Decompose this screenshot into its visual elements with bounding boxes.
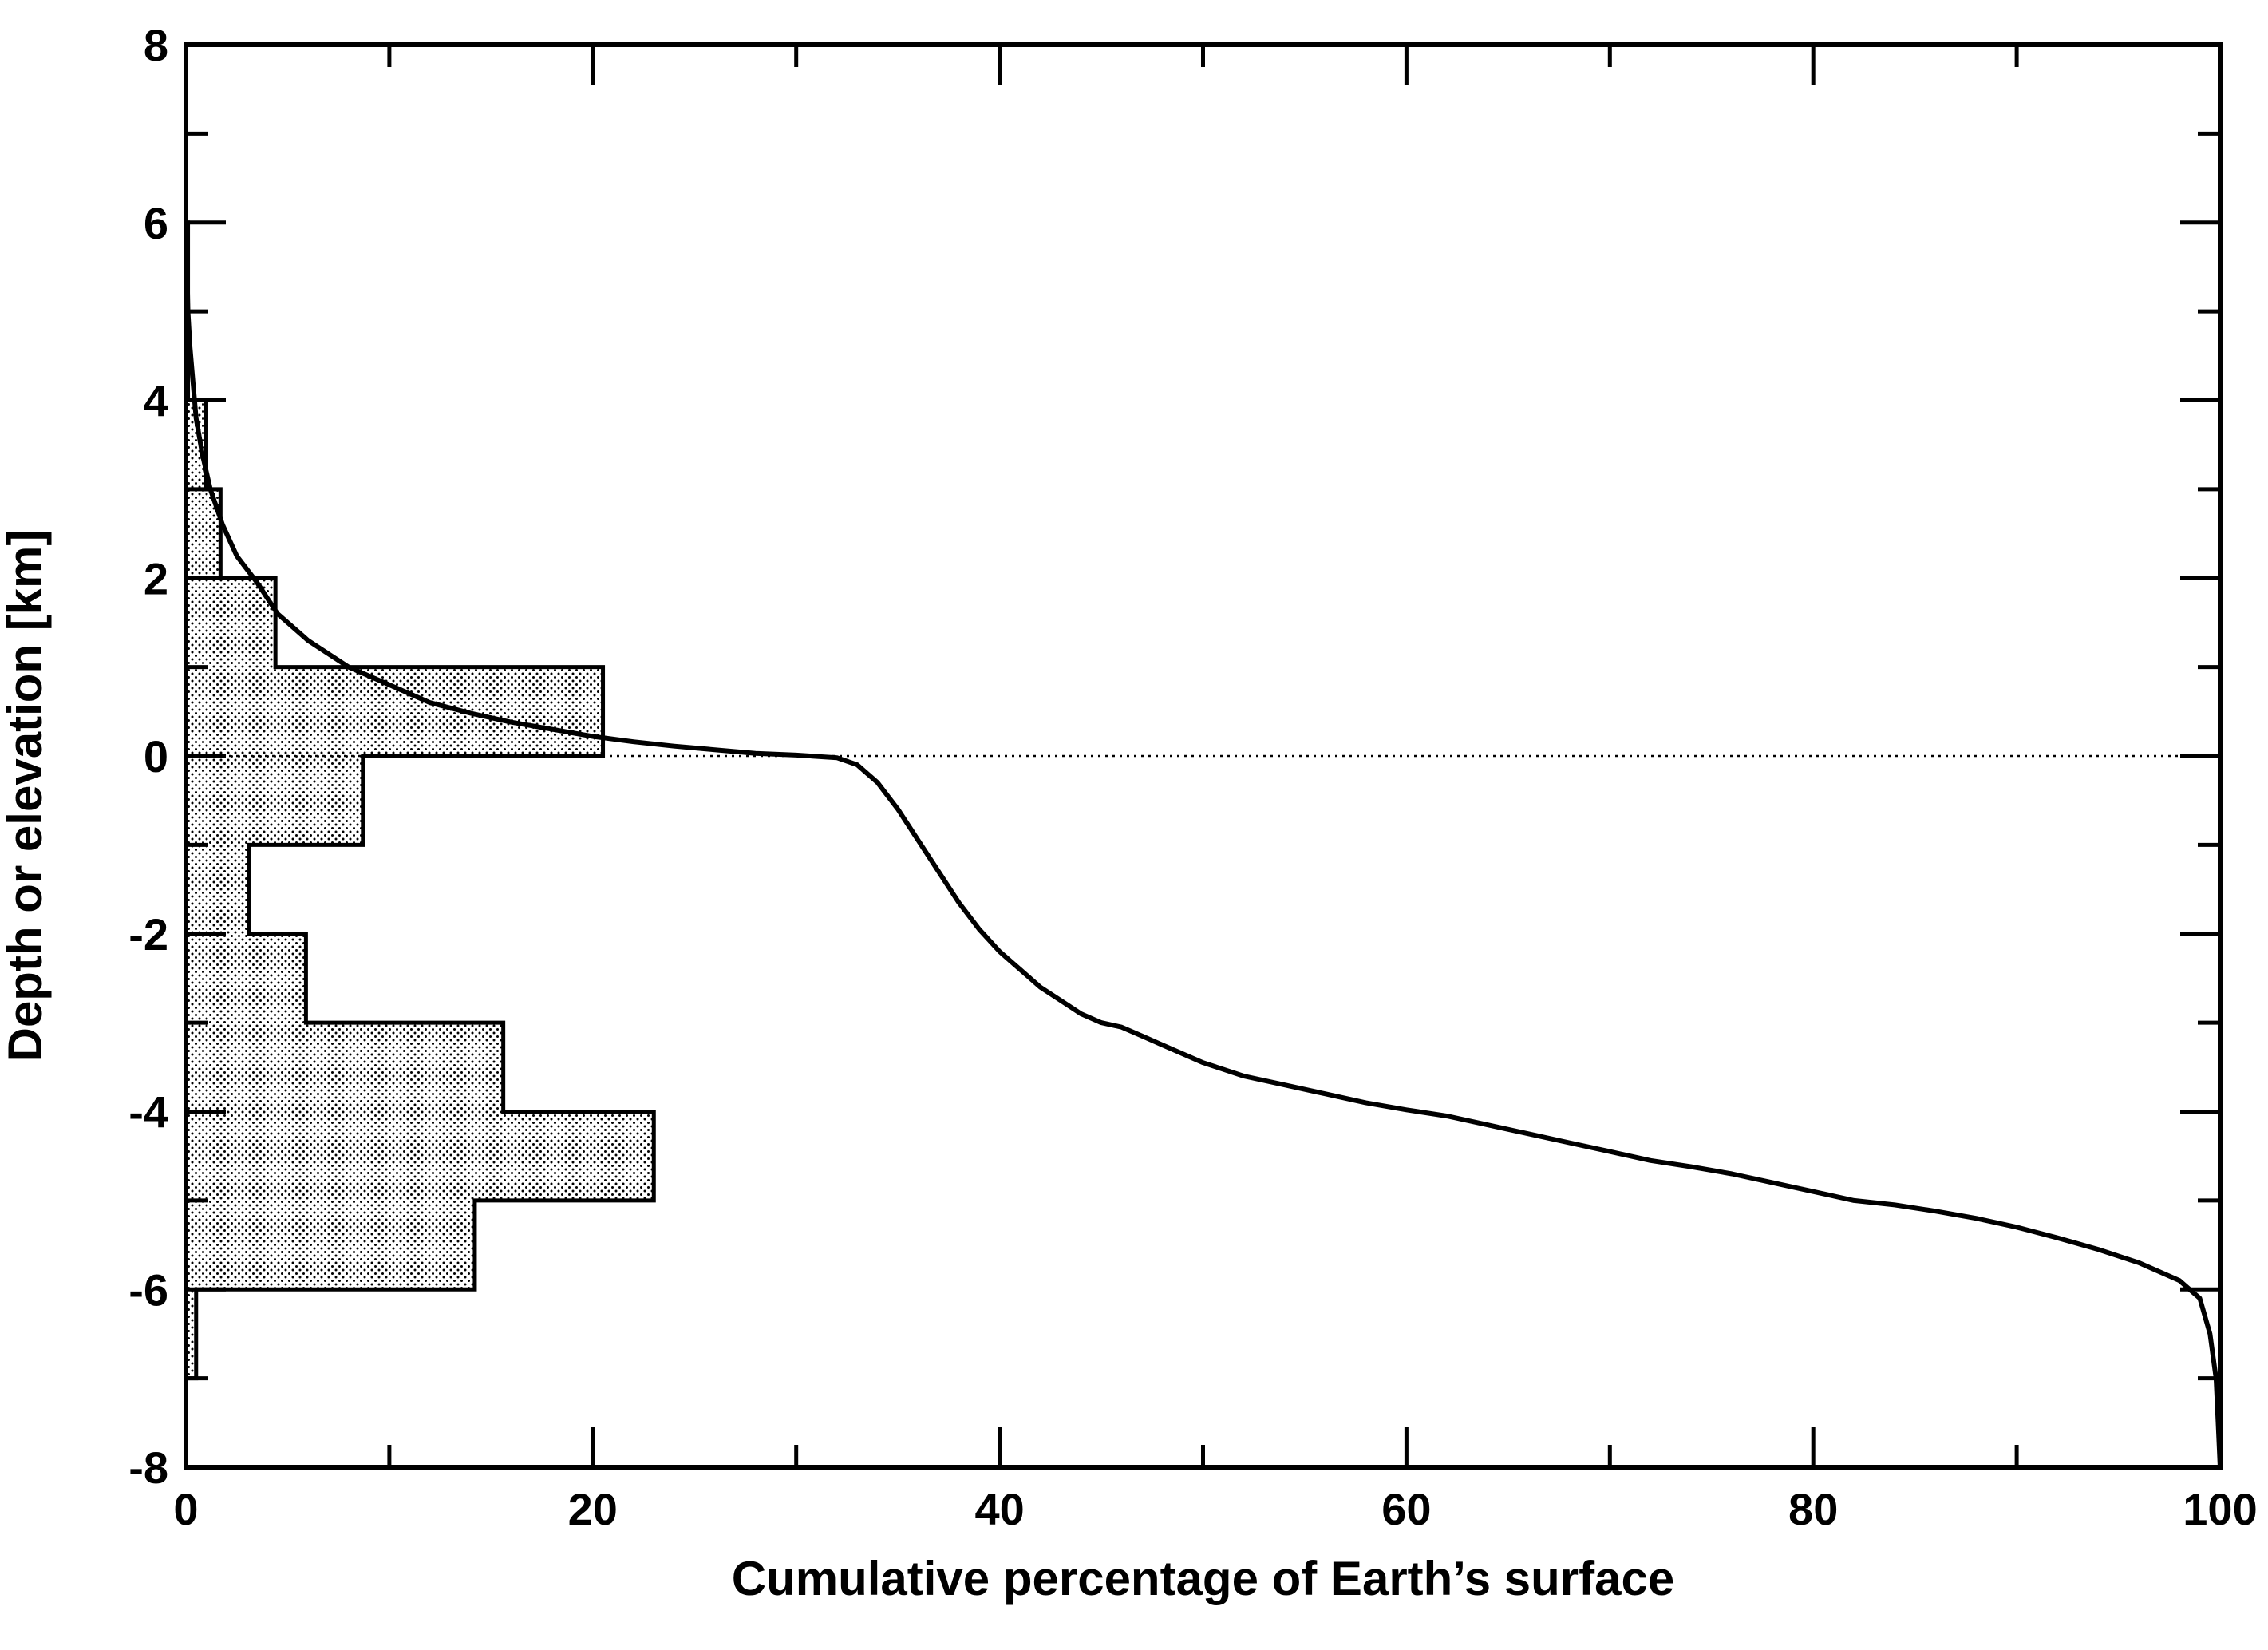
histogram-bar-4 [186, 933, 306, 1023]
histogram-bar-8 [186, 578, 276, 667]
y-tick-label-2: -4 [128, 1087, 168, 1138]
x-tick-label-2: 40 [974, 1484, 1024, 1534]
y-tick-label-1: -6 [128, 1264, 168, 1315]
axis-ticks [184, 42, 2223, 1470]
tick-labels: 0 20 40 60 80 100 -8 -6 -4 -2 0 2 4 6 8 [128, 20, 2258, 1534]
x-tick-label-1: 20 [568, 1484, 618, 1534]
x-axis-label: Cumulative percentage of Earth’s surface [732, 1552, 1674, 1605]
x-tick-label-5: 100 [2183, 1484, 2257, 1534]
y-tick-label-6: 4 [144, 376, 168, 426]
histogram-bar-2 [186, 1111, 654, 1201]
histogram-bar-7 [186, 667, 603, 756]
histogram [186, 220, 656, 1381]
y-tick-label-4: 0 [144, 731, 168, 781]
y-tick-label-8: 8 [144, 20, 168, 70]
histogram-bar-1 [186, 1200, 475, 1290]
y-axis-label: Depth or elevation [km] [0, 530, 52, 1062]
y-tick-label-5: 2 [144, 553, 168, 603]
hypsometric-curve [184, 220, 2223, 1470]
y-tick-label-7: 6 [144, 198, 168, 248]
histogram-bar-0 [186, 1289, 196, 1379]
histogram-bar-3 [186, 1023, 504, 1112]
x-tick-label-4: 80 [1788, 1484, 1838, 1534]
x-tick-label-3: 60 [1381, 1484, 1431, 1534]
histogram-bar-6 [186, 756, 363, 845]
x-tick-label-0: 0 [173, 1484, 198, 1534]
histogram-bar-5 [186, 845, 250, 934]
y-tick-label-0: -8 [128, 1442, 168, 1493]
y-tick-label-3: -2 [128, 909, 168, 960]
hypsometric-curve-group [184, 220, 2223, 1470]
